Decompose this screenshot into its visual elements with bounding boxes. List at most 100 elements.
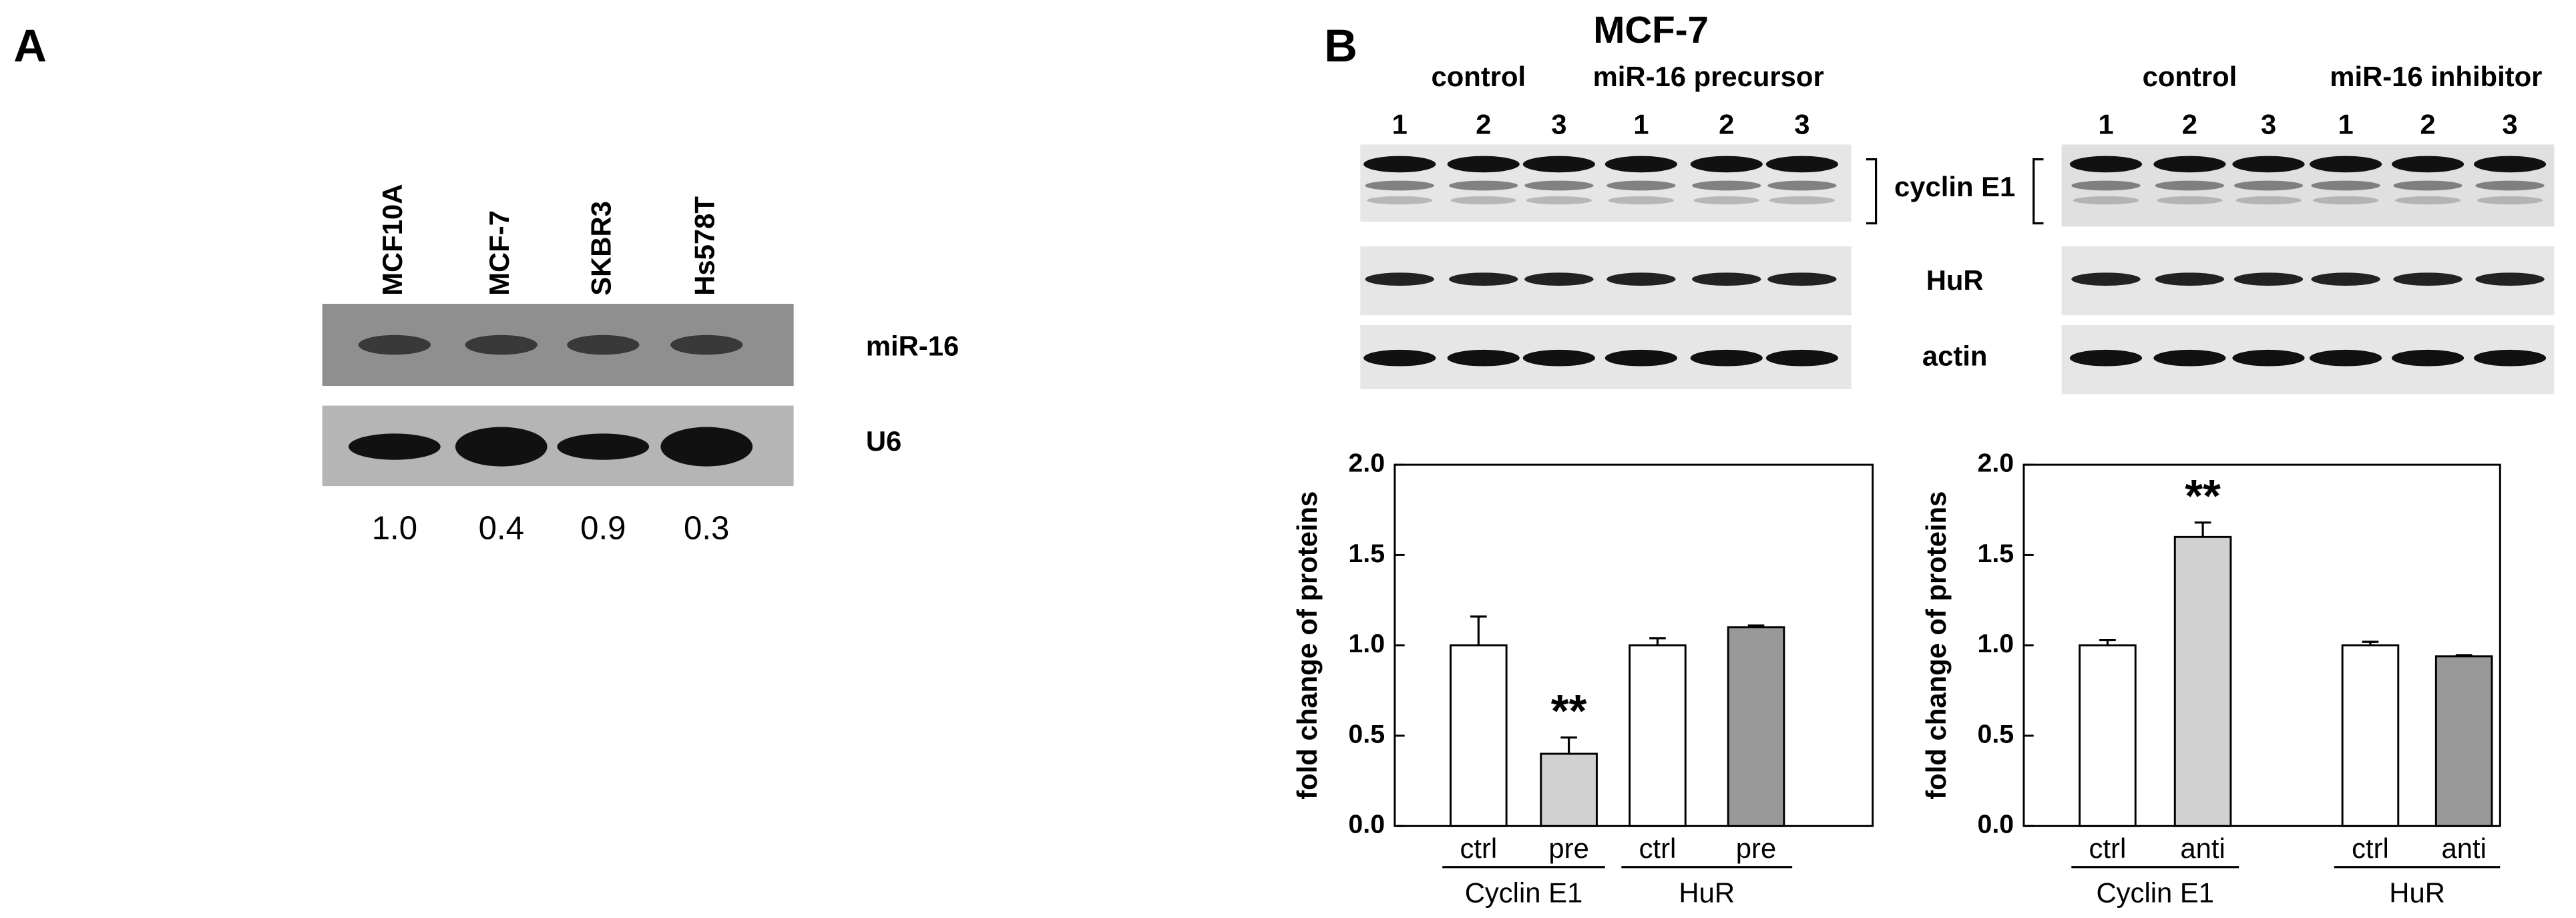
bar xyxy=(1629,644,1687,827)
x-tick-label: anti xyxy=(2441,833,2486,864)
bracket xyxy=(1866,158,2044,225)
lane-number: 1 xyxy=(1392,108,1408,140)
band xyxy=(2157,196,2223,205)
band xyxy=(1522,349,1595,367)
group-label: HuR xyxy=(2389,877,2445,909)
band xyxy=(465,334,538,355)
bar xyxy=(2434,655,2493,827)
x-tick-label: pre xyxy=(1736,833,1776,864)
band xyxy=(1449,272,1518,286)
lane-label: MCF-7 xyxy=(483,210,515,296)
bar xyxy=(2079,644,2137,827)
lane-number: 1 xyxy=(1633,108,1649,140)
band xyxy=(2309,349,2382,367)
group-label: Cyclin E1 xyxy=(2096,877,2214,909)
band xyxy=(1769,196,1836,205)
band xyxy=(2312,196,2379,205)
band xyxy=(2071,272,2141,286)
ratio: 0.3 xyxy=(684,509,729,546)
band xyxy=(1365,180,1434,191)
blot xyxy=(2061,144,2555,227)
band xyxy=(1365,272,1434,286)
band xyxy=(2069,349,2143,367)
band xyxy=(1450,196,1516,205)
band xyxy=(2393,272,2462,286)
band xyxy=(1606,180,1676,191)
band xyxy=(2475,180,2545,191)
band xyxy=(1604,349,1677,367)
bar xyxy=(1727,626,1785,827)
band xyxy=(557,433,650,460)
ratio: 0.4 xyxy=(479,509,524,546)
band xyxy=(2232,349,2305,367)
band xyxy=(2394,196,2461,205)
y-tick-label: 0.0 xyxy=(1978,810,2014,839)
row-label: cyclin E1 xyxy=(1894,171,2015,202)
y-tick-label: 0.0 xyxy=(1348,810,1385,839)
lane-number: 3 xyxy=(1551,108,1566,140)
blot xyxy=(2061,246,2555,316)
group-label: Cyclin E1 xyxy=(1465,877,1583,909)
lane-label: SKBR3 xyxy=(585,201,616,296)
band xyxy=(1693,196,1759,205)
band xyxy=(1608,196,1675,205)
y-tick-label: 1.5 xyxy=(1978,539,2014,568)
band xyxy=(1767,272,1837,286)
band xyxy=(2391,156,2464,173)
x-tick-label: ctrl xyxy=(2089,833,2127,864)
y-tick-label: 2.0 xyxy=(1978,448,2014,477)
band xyxy=(2391,349,2464,367)
group-label: control xyxy=(2143,61,2237,92)
band xyxy=(1522,156,1595,173)
lane-number: 2 xyxy=(2182,108,2197,140)
band xyxy=(2155,180,2225,191)
y-tick-label: 1.0 xyxy=(1978,629,2014,658)
band xyxy=(1690,349,1763,367)
bar xyxy=(2341,644,2400,827)
row-label: miR-16 xyxy=(866,330,959,362)
band xyxy=(1524,272,1594,286)
band xyxy=(349,433,441,460)
panel-label: B xyxy=(1324,20,1357,71)
y-tick-label: 2.0 xyxy=(1348,448,1385,477)
y-tick-label: 0.5 xyxy=(1348,719,1385,748)
band xyxy=(1692,180,1761,191)
band xyxy=(2069,156,2143,173)
ratio: 1.0 xyxy=(372,509,417,546)
x-tick-label: anti xyxy=(2180,833,2225,864)
band xyxy=(2071,180,2141,191)
band xyxy=(2153,349,2226,367)
significance: ** xyxy=(1551,685,1587,736)
band xyxy=(567,334,640,355)
band xyxy=(2153,156,2226,173)
lane-label: MCF10A xyxy=(377,184,408,296)
x-tick-label: ctrl xyxy=(1460,833,1497,864)
band xyxy=(2155,272,2225,286)
band xyxy=(1363,349,1436,367)
band xyxy=(1524,180,1594,191)
band xyxy=(455,427,548,467)
band xyxy=(1363,156,1436,173)
y-axis-label: fold change of proteins xyxy=(1920,491,1952,800)
band xyxy=(1690,156,1763,173)
bar xyxy=(2173,535,2232,827)
group-label: control xyxy=(1432,61,1526,92)
x-tick-label: ctrl xyxy=(2352,833,2389,864)
group-label: miR-16 precursor xyxy=(1593,61,1824,92)
band xyxy=(1767,180,1837,191)
lane-label: Hs578T xyxy=(688,196,720,296)
ratio: 0.9 xyxy=(580,509,626,546)
lane-number: 1 xyxy=(2338,108,2353,140)
band xyxy=(2311,180,2380,191)
band xyxy=(2477,196,2543,205)
band xyxy=(2475,272,2545,286)
band xyxy=(2233,272,2304,286)
group-label: HuR xyxy=(1679,877,1735,909)
lane-number: 2 xyxy=(2420,108,2435,140)
band xyxy=(1765,349,1839,367)
x-tick-label: pre xyxy=(1548,833,1588,864)
band xyxy=(1449,180,1518,191)
band xyxy=(1692,272,1761,286)
